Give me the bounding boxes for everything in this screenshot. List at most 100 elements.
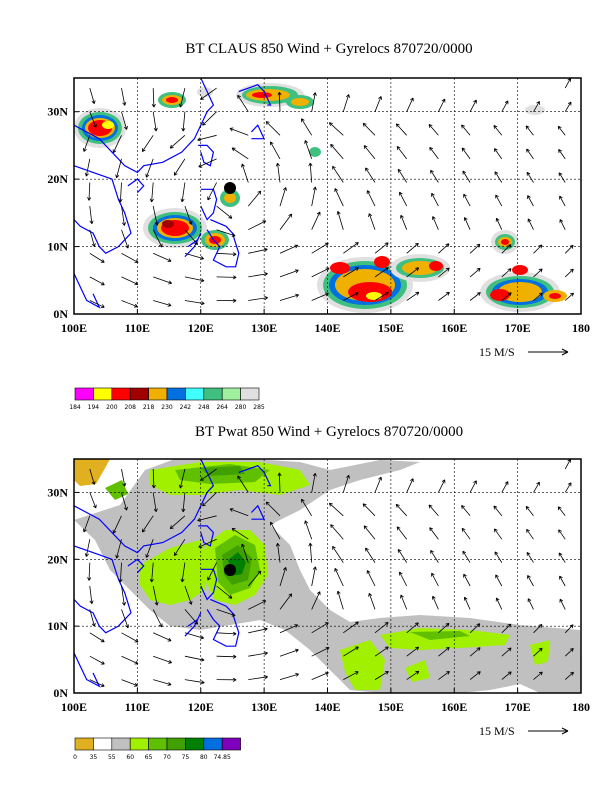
wind-vector — [343, 242, 359, 254]
wind-vector — [558, 529, 566, 540]
wind-vector — [438, 622, 450, 634]
wind-vector — [84, 158, 91, 177]
wind-vector — [279, 213, 293, 230]
wind-vector — [533, 647, 543, 657]
colorbar-swatch — [203, 387, 223, 401]
wind-vector — [121, 88, 127, 106]
wind-vector — [216, 609, 236, 617]
colorbar-label: 184 — [69, 404, 81, 411]
wind-vector — [179, 468, 186, 489]
wind-vector — [121, 468, 127, 487]
colorbar-swatch — [111, 387, 131, 401]
cloud-blob — [158, 92, 186, 108]
cloud-blob — [197, 87, 545, 157]
wind-vector — [438, 671, 450, 680]
wind-vector — [406, 291, 420, 301]
coastline-segment — [250, 504, 266, 520]
wind-vector — [151, 88, 156, 108]
wind-vector — [432, 216, 439, 230]
wind-vector — [247, 570, 262, 587]
wind-vector — [533, 101, 540, 112]
wind-vector — [564, 101, 572, 112]
coastline-segment — [198, 525, 215, 547]
wind-vector — [533, 624, 543, 634]
lat-tick-label: 30N — [47, 105, 68, 119]
coastline-segment — [73, 458, 215, 554]
wind-vector — [173, 538, 186, 557]
wind-vector — [89, 492, 97, 509]
wind-vector — [248, 675, 268, 680]
colorbar-label: 80 — [200, 754, 208, 761]
wind-vector — [241, 543, 249, 563]
wind-vector — [469, 647, 481, 657]
pwat-region — [200, 466, 245, 476]
wind-vector — [118, 182, 123, 203]
wind-vector — [406, 97, 414, 112]
wind-vector — [328, 502, 344, 517]
wind-vector — [184, 300, 205, 306]
reference-vector-label: 15 M/S — [479, 345, 515, 359]
colorbar-swatch — [93, 387, 113, 401]
wind-vector — [89, 679, 105, 687]
wind-vector — [461, 124, 471, 136]
wind-vector — [115, 539, 122, 559]
wind-vector — [558, 172, 566, 183]
wind-vector — [493, 125, 503, 136]
wind-vector — [343, 621, 359, 634]
wind-vector — [469, 267, 481, 278]
wind-vector — [557, 506, 566, 517]
wind-vector — [149, 562, 154, 583]
wind-vector — [438, 291, 450, 301]
wind-vector — [277, 91, 282, 112]
wind-vector — [216, 229, 236, 237]
wind-vector — [202, 492, 217, 507]
wind-vector — [311, 472, 317, 493]
wind-vector — [270, 521, 281, 540]
wind-vector — [558, 149, 566, 160]
wind-vector — [463, 193, 471, 207]
wind-vector — [366, 190, 376, 207]
wind-vector — [248, 247, 268, 254]
gyre-center-marker — [224, 564, 236, 576]
wind-vector — [248, 220, 267, 231]
lon-tick-label: 150E — [378, 700, 404, 714]
wind-vector — [121, 206, 126, 226]
wind-vector — [311, 186, 317, 207]
pwat-region — [380, 628, 510, 650]
wind-vector — [438, 267, 450, 278]
wind-vector — [87, 182, 92, 201]
wind-vector — [501, 623, 512, 634]
wind-vector — [564, 482, 572, 493]
wind-vector — [197, 515, 217, 522]
panel-title: BT CLAUS 850 Wind + Gyrelocs 870720/0000 — [185, 41, 472, 57]
wind-vector — [200, 87, 217, 100]
coastline-segment — [73, 77, 215, 174]
colorbar-swatch — [185, 737, 205, 751]
wind-vector — [557, 125, 566, 136]
wind-vector — [247, 190, 262, 207]
wind-vector — [169, 515, 186, 530]
wind-vector — [153, 252, 172, 262]
panel-top: BT CLAUS 850 Wind + Gyrelocs 870720/0000 — [47, 41, 590, 411]
lat-tick-label: 30N — [47, 485, 68, 499]
colorbar-swatch — [93, 737, 113, 751]
wind-vector — [365, 167, 376, 183]
wind-vector — [533, 244, 543, 254]
wind-vector — [396, 146, 408, 160]
wind-vector — [332, 165, 344, 183]
wind-vector — [330, 524, 344, 540]
colorbar-label: 248 — [198, 404, 210, 411]
wind-vector — [216, 631, 237, 636]
wind-vector — [526, 528, 534, 540]
wind-vector — [494, 528, 503, 540]
wind-vector — [501, 481, 509, 493]
wind-vectors — [83, 458, 574, 687]
coastline-segment — [73, 273, 101, 309]
wind-vector — [265, 121, 281, 136]
axis-ticks: 100E 110E 120E 130E 140E 150E 160E 170E 180 0N 10N… — [47, 105, 590, 335]
wind-vector — [564, 292, 574, 301]
lat-tick-label: 10N — [47, 619, 68, 633]
colorbar-swatch — [111, 737, 131, 751]
wind-vector — [334, 567, 344, 587]
wind-vector — [152, 492, 158, 513]
